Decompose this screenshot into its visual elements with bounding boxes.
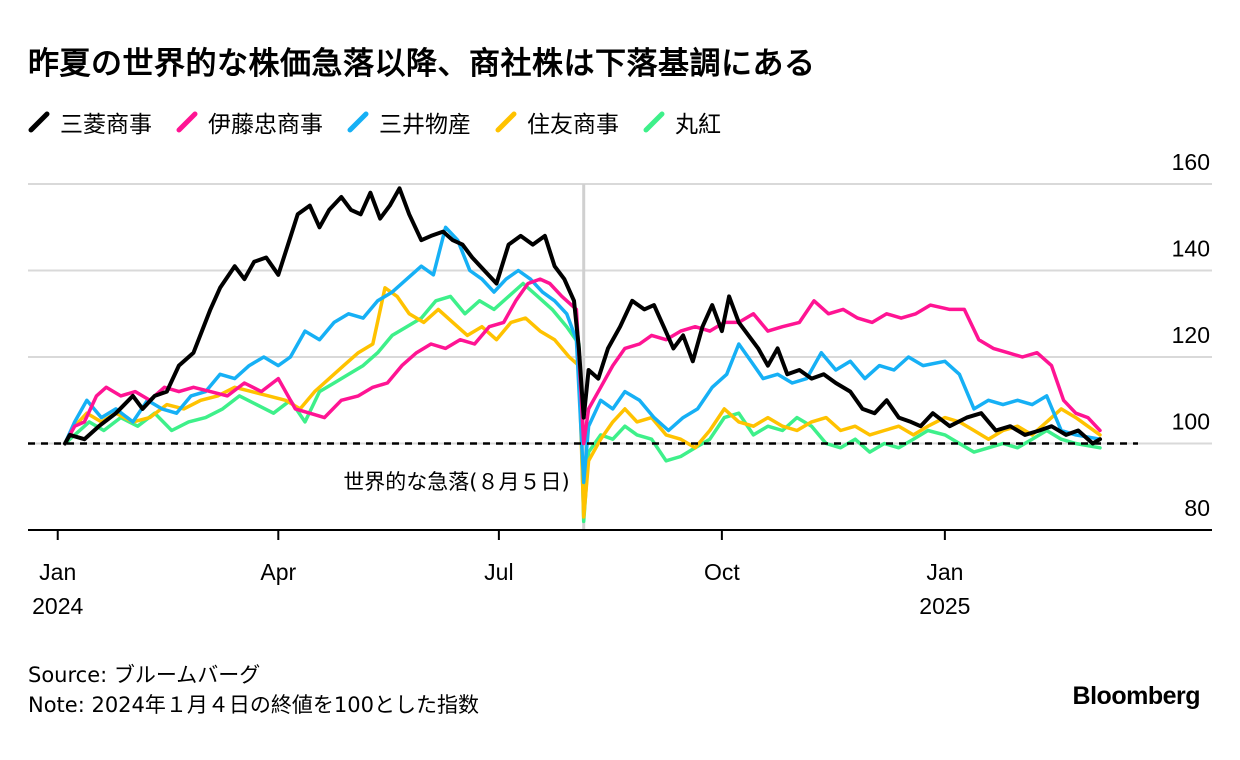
legend-swatch-icon — [495, 111, 517, 133]
x-tick-label: Jan — [39, 559, 76, 585]
legend-item: 住友商事 — [495, 105, 619, 139]
legend-label: 三井物産 — [379, 112, 471, 138]
event-annotation: 世界的な急落(８月５日) — [343, 470, 569, 494]
y-tick-label: 160 — [1172, 149, 1210, 175]
x-tick-year-label: 2024 — [32, 593, 83, 619]
legend-swatch-icon — [643, 111, 665, 133]
bloomberg-logo: Bloomberg — [1072, 682, 1201, 710]
source-text: Source: ブルームバーグ — [28, 663, 261, 687]
y-tick-label: 100 — [1172, 409, 1210, 435]
y-tick-label: 120 — [1172, 322, 1210, 348]
source-note: Source: ブルームバーグ Note: 2024年１月４日の終値を100とし… — [28, 660, 479, 720]
series-line-2 — [63, 277, 1102, 446]
legend-item: 丸紅 — [643, 105, 721, 139]
legend-swatch-icon — [28, 111, 50, 133]
x-tick-label: Jan — [926, 559, 963, 585]
legend-label: 住友商事 — [527, 112, 619, 138]
y-tick-label: 80 — [1184, 495, 1210, 521]
legend-item: 三菱商事 — [28, 105, 152, 139]
legend-label: 伊藤忠商事 — [208, 112, 323, 138]
chart-title: 昨夏の世界的な株価急落以降、商社株は下落基調にある — [28, 46, 816, 82]
x-tick-label: Oct — [704, 559, 740, 585]
x-tick-label: Apr — [260, 559, 296, 585]
series-line-3 — [63, 225, 1102, 485]
legend-item: 伊藤忠商事 — [176, 105, 323, 139]
legend-label: 丸紅 — [675, 112, 721, 138]
x-tick-year-label: 2025 — [919, 593, 970, 619]
series-line-4 — [63, 286, 1102, 519]
legend-label: 三菱商事 — [60, 112, 152, 138]
series-line-1 — [63, 186, 1102, 446]
legend-item: 三井物産 — [347, 105, 471, 139]
legend: 三菱商事 伊藤忠商事 三井物産 住友商事 丸紅 — [28, 104, 745, 140]
note-text: Note: 2024年１月４日の終値を100とした指数 — [28, 693, 479, 717]
legend-swatch-icon — [347, 111, 369, 133]
y-tick-label: 140 — [1172, 236, 1210, 262]
x-tick-label: Jul — [484, 559, 513, 585]
legend-swatch-icon — [176, 111, 198, 133]
